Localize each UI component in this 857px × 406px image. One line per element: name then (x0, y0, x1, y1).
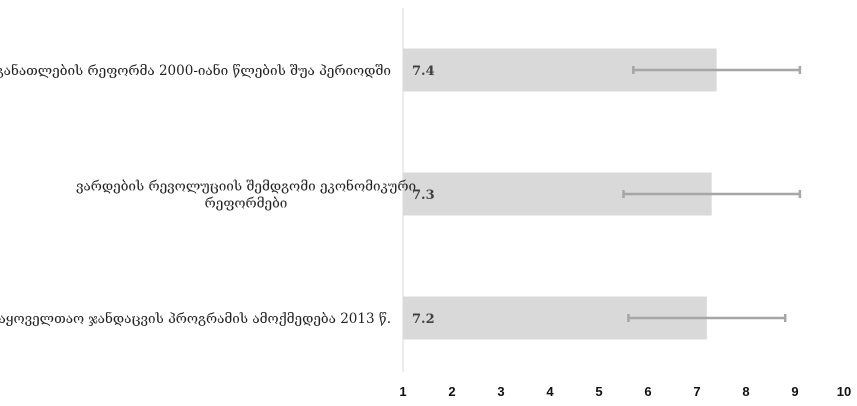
value-label-2: 7.3 (412, 188, 435, 203)
x-tick-label-8: 8 (742, 384, 749, 399)
value-label-3: 7.2 (412, 312, 435, 327)
x-tick-label-10: 10 (837, 384, 851, 399)
x-tick-label-9: 9 (791, 384, 798, 399)
category-labels: განათლების რეფორმა 2000-იანი წლების შუა … (0, 63, 416, 327)
category-label-3: საყოველთაო ჯანდაცვის პროგრამის ამოქმედებ… (0, 311, 391, 327)
value-label-1: 7.4 (412, 64, 435, 79)
x-axis-tick-labels: 1 2 3 4 5 6 7 8 9 10 (399, 384, 851, 399)
value-labels: 7.4 7.3 7.2 (412, 64, 435, 327)
x-tick-label-1: 1 (399, 384, 406, 399)
x-tick-label-3: 3 (497, 384, 504, 399)
x-tick-label-5: 5 (595, 384, 602, 399)
x-tick-label-6: 6 (644, 384, 651, 399)
x-tick-label-2: 2 (448, 384, 455, 399)
error-bar-1 (632, 66, 802, 74)
category-label-1: განათლების რეფორმა 2000-იანი წლების შუა … (0, 63, 391, 79)
error-bar-3 (627, 314, 787, 322)
x-tick-label-7: 7 (693, 384, 700, 399)
category-label-2: ვარდების რევოლუციის შემდგომი ეკონომიკური… (76, 179, 416, 212)
x-tick-label-4: 4 (546, 384, 554, 399)
error-bars-layer (622, 66, 802, 322)
error-bar-2 (622, 190, 802, 198)
